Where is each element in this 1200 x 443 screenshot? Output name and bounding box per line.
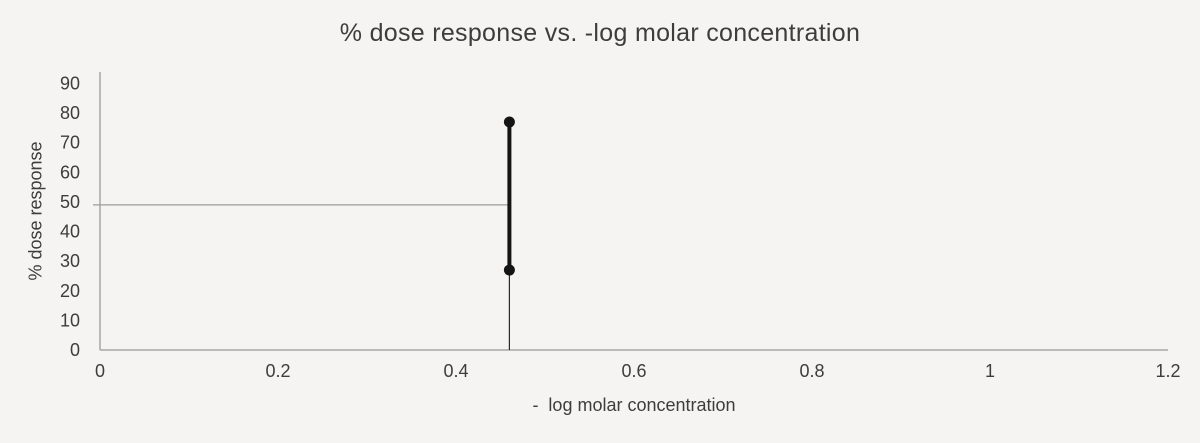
chart-title: % dose response vs. -log molar concentra… bbox=[339, 19, 861, 47]
x-tick-label: 1.2 bbox=[1155, 361, 1180, 381]
x-axis-title: - log molar concentration bbox=[532, 395, 736, 415]
y-tick-label: 70 bbox=[60, 133, 80, 153]
y-tick-label: 50 bbox=[60, 192, 80, 212]
x-tick-label: 1 bbox=[985, 361, 995, 381]
y-tick-label: 80 bbox=[60, 103, 80, 123]
x-tick-label: 0.8 bbox=[799, 361, 824, 381]
y-tick-label: 40 bbox=[60, 222, 80, 242]
y-tick-label: 30 bbox=[60, 251, 80, 271]
y-tick-label: 0 bbox=[70, 340, 80, 360]
data-point-upper bbox=[503, 116, 515, 128]
data-point-lower bbox=[503, 264, 515, 276]
x-tick-label: 0.6 bbox=[621, 361, 646, 381]
y-tick-label: 90 bbox=[60, 74, 80, 94]
y-tick-label: 10 bbox=[60, 310, 80, 330]
y-tick-label: 60 bbox=[60, 162, 80, 182]
y-axis-title: % dose response bbox=[25, 141, 46, 281]
x-tick-label: 0.2 bbox=[265, 361, 290, 381]
x-tick-label: 0.4 bbox=[443, 361, 468, 381]
x-tick-label: 0 bbox=[95, 361, 105, 381]
y-tick-label: 20 bbox=[60, 281, 80, 301]
